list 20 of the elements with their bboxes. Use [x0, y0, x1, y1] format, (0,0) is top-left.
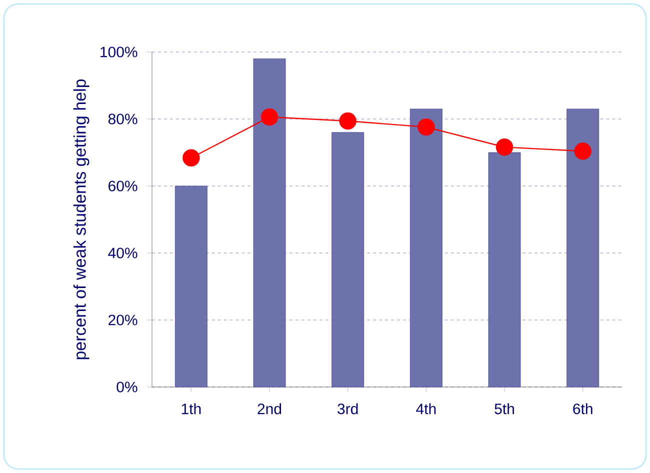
x-tick-label: 1th	[182, 403, 201, 414]
y-tick-label: 40%	[108, 248, 138, 258]
point	[418, 118, 435, 136]
point	[496, 138, 514, 156]
y-tick-label: 0%	[116, 382, 138, 392]
x-tick-label: 6th	[573, 403, 592, 414]
x-tick-label: 2nd	[258, 403, 282, 414]
point	[574, 142, 592, 160]
x-tick-label: 3rd	[338, 403, 358, 414]
point	[260, 108, 278, 126]
point	[182, 149, 200, 166]
x-tick-label: 4th	[416, 403, 436, 414]
point	[339, 112, 356, 130]
x-tick-label: 5th	[494, 403, 514, 414]
y-axis-title: percent of weak students getting help	[73, 79, 90, 360]
bar	[332, 132, 364, 388]
y-tick-label: 100%	[100, 46, 138, 58]
y-tick-label: 80%	[108, 114, 138, 124]
y-tick-label: 20%	[108, 314, 138, 326]
y-tick-label: 60%	[108, 180, 138, 192]
